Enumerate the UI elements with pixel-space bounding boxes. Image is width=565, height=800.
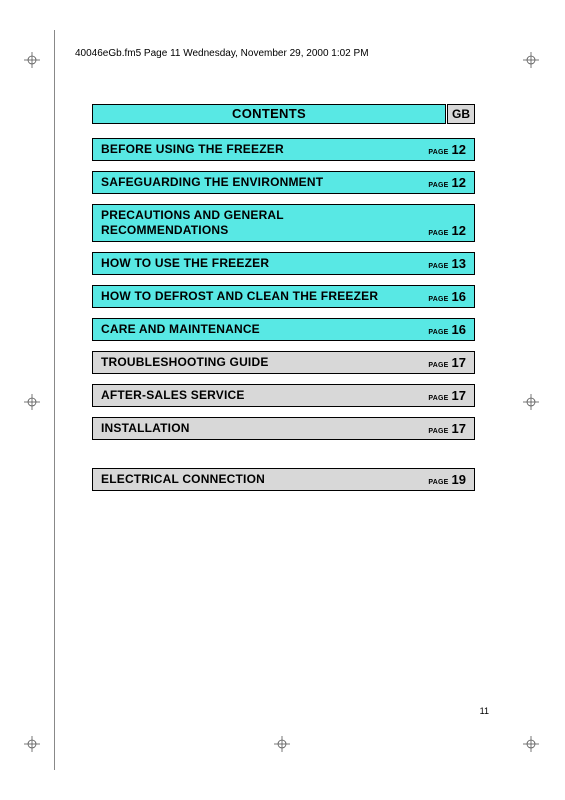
toc-row-title: HOW TO DEFROST AND CLEAN THE FREEZER	[101, 289, 466, 304]
toc-row-title: PRECAUTIONS AND GENERAL RECOMMENDATIONS	[101, 208, 466, 238]
page-number: 19	[452, 472, 466, 487]
registration-mark-icon	[24, 736, 40, 752]
toc-row: PRECAUTIONS AND GENERAL RECOMMENDATIONSP…	[92, 204, 475, 242]
page-label: PAGE	[428, 182, 448, 189]
toc-row: CARE AND MAINTENANCEPAGE 16	[92, 318, 475, 341]
toc-row-page: PAGE 12	[428, 142, 466, 157]
toc-row-page: PAGE 17	[428, 421, 466, 436]
page-number: 12	[452, 223, 466, 238]
page-label: PAGE	[428, 263, 448, 270]
toc-row-title: TROUBLESHOOTING GUIDE	[101, 355, 466, 370]
header-info: 40046eGb.fm5 Page 11 Wednesday, November…	[75, 48, 369, 59]
toc-row: SAFEGUARDING THE ENVIRONMENTPAGE 12	[92, 171, 475, 194]
page-label: PAGE	[428, 230, 448, 237]
title-row: CONTENTS GB	[92, 104, 475, 124]
page-label: PAGE	[428, 329, 448, 336]
page-label: PAGE	[428, 428, 448, 435]
toc-row-page: PAGE 12	[428, 223, 466, 238]
registration-mark-icon	[24, 52, 40, 68]
page-number: 17	[452, 421, 466, 436]
toc-row-page: PAGE 17	[428, 355, 466, 370]
toc-row-page: PAGE 16	[428, 289, 466, 304]
contents-title: CONTENTS	[92, 104, 446, 124]
toc-row-title: SAFEGUARDING THE ENVIRONMENT	[101, 175, 466, 190]
toc-spacer	[92, 450, 475, 468]
toc-row: HOW TO USE THE FREEZERPAGE 13	[92, 252, 475, 275]
toc-row-title: HOW TO USE THE FREEZER	[101, 256, 466, 271]
toc-row: HOW TO DEFROST AND CLEAN THE FREEZERPAGE…	[92, 285, 475, 308]
registration-mark-icon	[523, 736, 539, 752]
divider-line	[54, 30, 55, 770]
toc-row: TROUBLESHOOTING GUIDEPAGE 17	[92, 351, 475, 374]
page-number: 17	[452, 388, 466, 403]
page-number: 13	[452, 256, 466, 271]
toc-row-title: CARE AND MAINTENANCE	[101, 322, 466, 337]
toc-list: BEFORE USING THE FREEZERPAGE12SAFEGUARDI…	[92, 138, 475, 491]
toc-row-page: PAGE 17	[428, 388, 466, 403]
registration-mark-icon	[523, 394, 539, 410]
toc-row: ELECTRICAL CONNECTIONPAGE 19	[92, 468, 475, 491]
toc-row-title: AFTER-SALES SERVICE	[101, 388, 466, 403]
toc-row: INSTALLATIONPAGE 17	[92, 417, 475, 440]
registration-mark-icon	[523, 52, 539, 68]
toc-row-title: INSTALLATION	[101, 421, 466, 436]
page: 40046eGb.fm5 Page 11 Wednesday, November…	[0, 0, 565, 800]
content-block: CONTENTS GB BEFORE USING THE FREEZERPAGE…	[92, 104, 475, 501]
page-number: 12	[452, 142, 466, 157]
language-badge: GB	[447, 104, 475, 124]
registration-mark-icon	[274, 736, 290, 752]
page-label: PAGE	[428, 479, 448, 486]
registration-mark-icon	[24, 394, 40, 410]
toc-row-title: ELECTRICAL CONNECTION	[101, 472, 466, 487]
page-label: PAGE	[428, 296, 448, 303]
footer-page-number: 11	[480, 706, 489, 716]
page-number: 12	[452, 175, 466, 190]
toc-row: AFTER-SALES SERVICEPAGE 17	[92, 384, 475, 407]
toc-row: BEFORE USING THE FREEZERPAGE 12	[92, 138, 475, 161]
toc-row-title: BEFORE USING THE FREEZER	[101, 142, 466, 157]
page-number: 16	[452, 289, 466, 304]
page-label: PAGE	[428, 362, 448, 369]
page-number: 17	[452, 355, 466, 370]
toc-row-page: PAGE 16	[428, 322, 466, 337]
toc-row-page: PAGE 13	[428, 256, 466, 271]
toc-row-page: PAGE 19	[428, 472, 466, 487]
page-label: PAGE	[428, 149, 448, 156]
page-label: PAGE	[428, 395, 448, 402]
toc-row-page: PAGE 12	[428, 175, 466, 190]
page-number: 16	[452, 322, 466, 337]
